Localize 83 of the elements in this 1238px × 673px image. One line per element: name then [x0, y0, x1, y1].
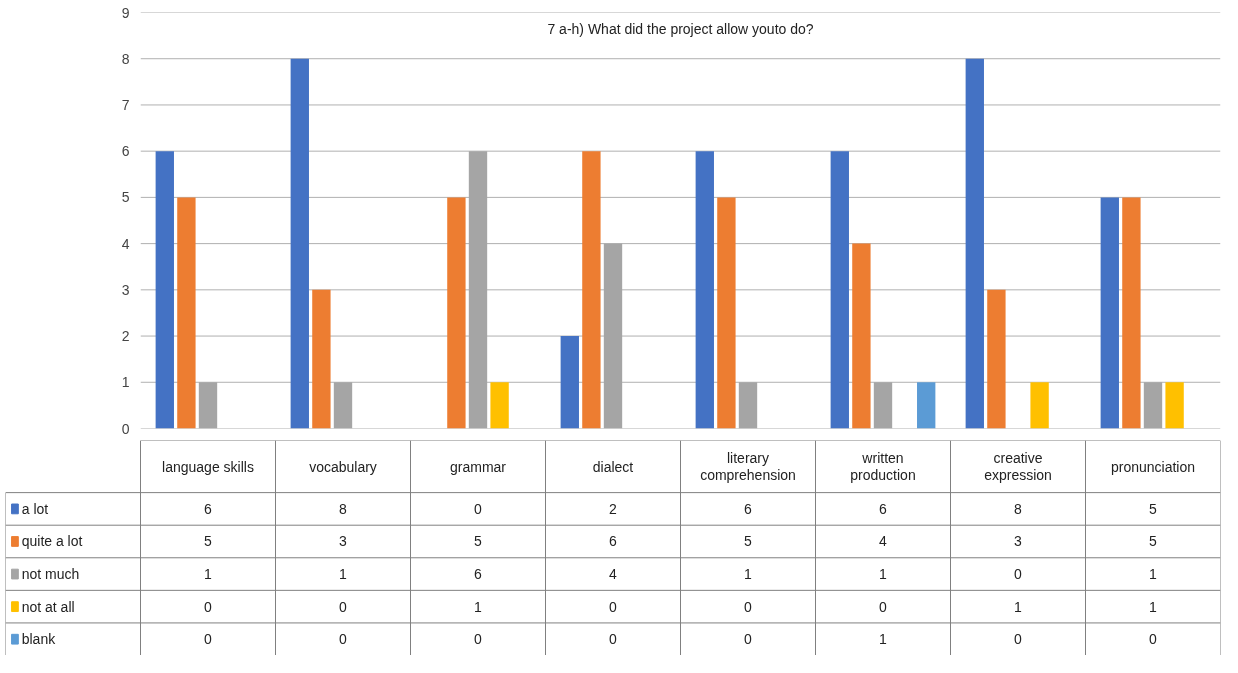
bar [965, 58, 984, 429]
data-label: 6 [204, 500, 213, 517]
data-label: 0 [474, 500, 483, 517]
y-tick-label: 8 [121, 50, 130, 67]
data-label: 1 [1014, 598, 1023, 615]
data-label: 0 [1014, 566, 1023, 583]
data-label: 0 [474, 631, 483, 648]
data-label: 5 [744, 533, 753, 550]
bar [917, 382, 936, 429]
y-tick-label: 2 [121, 328, 130, 345]
bar [852, 243, 871, 429]
y-tick-label: 5 [121, 189, 130, 206]
legend-label: blank [21, 631, 57, 648]
data-label: 4 [609, 566, 618, 583]
data-label: 0 [1014, 631, 1023, 648]
data-label: 2 [609, 500, 618, 517]
x-tick-label: vocabulary [309, 458, 377, 475]
y-tick-label: 3 [121, 281, 130, 298]
data-label: 1 [879, 631, 888, 648]
data-label: 5 [204, 533, 213, 550]
data-label: 0 [204, 631, 213, 648]
bar [490, 382, 509, 429]
bar [830, 151, 849, 429]
data-label: 6 [879, 500, 888, 517]
bar [447, 197, 466, 429]
y-tick-label: 4 [121, 235, 130, 252]
data-label: 5 [474, 533, 483, 550]
legend-label: not at all [21, 598, 75, 615]
data-label: 1 [339, 566, 348, 583]
x-tick-label: language skills [162, 458, 254, 475]
data-label: 0 [879, 598, 888, 615]
data-label: 1 [744, 566, 753, 583]
data-label: 0 [609, 631, 618, 648]
text: 7 a-h) What did the project allow youto do? [547, 21, 814, 38]
bar [177, 197, 196, 429]
y-tick-label: 9 [121, 4, 130, 21]
bar [1030, 382, 1049, 429]
bar [312, 289, 331, 429]
legend-label: a lot [21, 500, 49, 517]
y-tick-label: 6 [121, 143, 130, 160]
data-label: 4 [879, 533, 888, 550]
bar [1100, 197, 1119, 429]
x-tick-label: dialect [592, 458, 634, 475]
bar [1165, 382, 1184, 429]
x-tick-label: pronunciation [1110, 458, 1196, 475]
data-label: 0 [744, 598, 753, 615]
legend-label: quite a lot [21, 533, 83, 550]
data-label: 0 [204, 598, 213, 615]
data-label: 8 [1014, 500, 1023, 517]
data-label: 5 [1149, 500, 1158, 517]
y-tick-label: 0 [121, 420, 130, 437]
y-tick-label: 7 [121, 96, 130, 113]
bar [987, 289, 1006, 429]
data-label: 0 [1149, 631, 1158, 648]
x-tick-label: literary comprehension [700, 449, 796, 484]
x-tick-label: written production [850, 449, 916, 484]
bar [290, 58, 309, 429]
data-label: 1 [1149, 598, 1158, 615]
data-label: 5 [1149, 533, 1158, 550]
data-label: 6 [609, 533, 618, 550]
data-label: 0 [609, 598, 618, 615]
data-label: 1 [879, 566, 888, 583]
data-label: 3 [339, 533, 348, 550]
bar [582, 151, 601, 429]
legend-label: not much [21, 566, 80, 583]
data-label: 1 [1149, 566, 1158, 583]
data-label: 0 [744, 631, 753, 648]
bar [1122, 197, 1141, 429]
data-label: 6 [744, 500, 753, 517]
bar [560, 336, 579, 429]
data-label: 0 [339, 631, 348, 648]
data-label: 6 [474, 566, 483, 583]
bar [717, 197, 736, 429]
x-tick-label: creative expression [984, 449, 1052, 484]
bar [695, 151, 714, 429]
x-tick-label: grammar [450, 458, 507, 475]
data-label: 1 [474, 598, 483, 615]
bar [155, 151, 174, 429]
data-label: 3 [1014, 533, 1023, 550]
data-label: 0 [339, 598, 348, 615]
data-label: 8 [339, 500, 348, 517]
data-label: 1 [204, 566, 213, 583]
y-tick-label: 1 [121, 374, 130, 391]
